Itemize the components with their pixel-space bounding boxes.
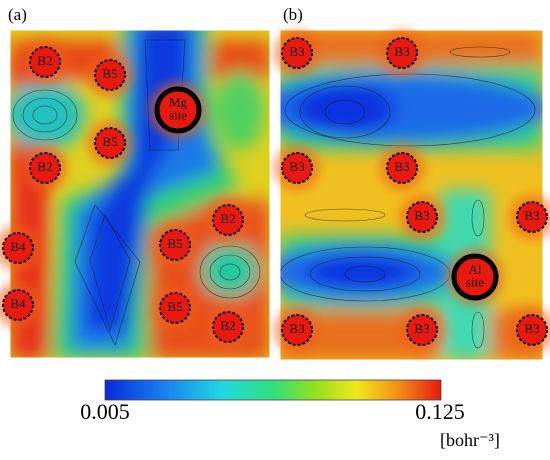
- site-label: site: [466, 274, 484, 289]
- site-label: B3: [394, 159, 409, 174]
- site-label: B5: [102, 134, 117, 149]
- site: [154, 86, 202, 134]
- site: [2, 289, 34, 321]
- site-label: B4: [10, 239, 26, 254]
- site-label: site: [169, 107, 187, 122]
- site-label: B3: [394, 44, 409, 59]
- site-label: B3: [524, 208, 539, 223]
- colorbar-unit: [bohr⁻³]: [440, 430, 500, 450]
- site-label: B2: [220, 211, 235, 226]
- site: [281, 314, 313, 346]
- site-label: B3: [524, 321, 539, 336]
- site: [516, 314, 548, 346]
- panel-label: (b): [283, 5, 303, 24]
- site: [516, 201, 548, 233]
- site-label: B3: [289, 159, 304, 174]
- site: [159, 229, 191, 261]
- panel-b-frame: [279, 29, 544, 361]
- site-label: B5: [102, 66, 117, 81]
- colorbar-min: 0.005: [80, 399, 130, 424]
- site: [2, 232, 34, 264]
- site-label: B5: [167, 299, 182, 314]
- site-label: B4: [10, 296, 26, 311]
- site-label: B2: [37, 159, 52, 174]
- site: [94, 127, 126, 159]
- site: [159, 292, 191, 324]
- colorbar-max: 0.125: [415, 399, 465, 424]
- site: [29, 152, 61, 184]
- site-label: B2: [37, 53, 52, 68]
- site-label: B2: [220, 318, 235, 333]
- site-label: B3: [414, 208, 429, 223]
- colorbar: [104, 379, 442, 401]
- site-label: B3: [289, 44, 304, 59]
- site: [281, 152, 313, 184]
- site: [406, 201, 438, 233]
- site-label: Al: [469, 261, 482, 276]
- site: [386, 37, 418, 69]
- site: [29, 46, 61, 78]
- site-label: B3: [414, 321, 429, 336]
- panel-label: (a): [8, 5, 27, 24]
- site-label: B5: [167, 236, 182, 251]
- site: [212, 204, 244, 236]
- site: [94, 59, 126, 91]
- site: [386, 152, 418, 184]
- site: [281, 37, 313, 69]
- site: [212, 311, 244, 343]
- panel-a-frame: [9, 29, 271, 359]
- site: [406, 314, 438, 346]
- site-label: Mg: [169, 94, 188, 109]
- site: [451, 253, 499, 301]
- site-label: B3: [289, 321, 304, 336]
